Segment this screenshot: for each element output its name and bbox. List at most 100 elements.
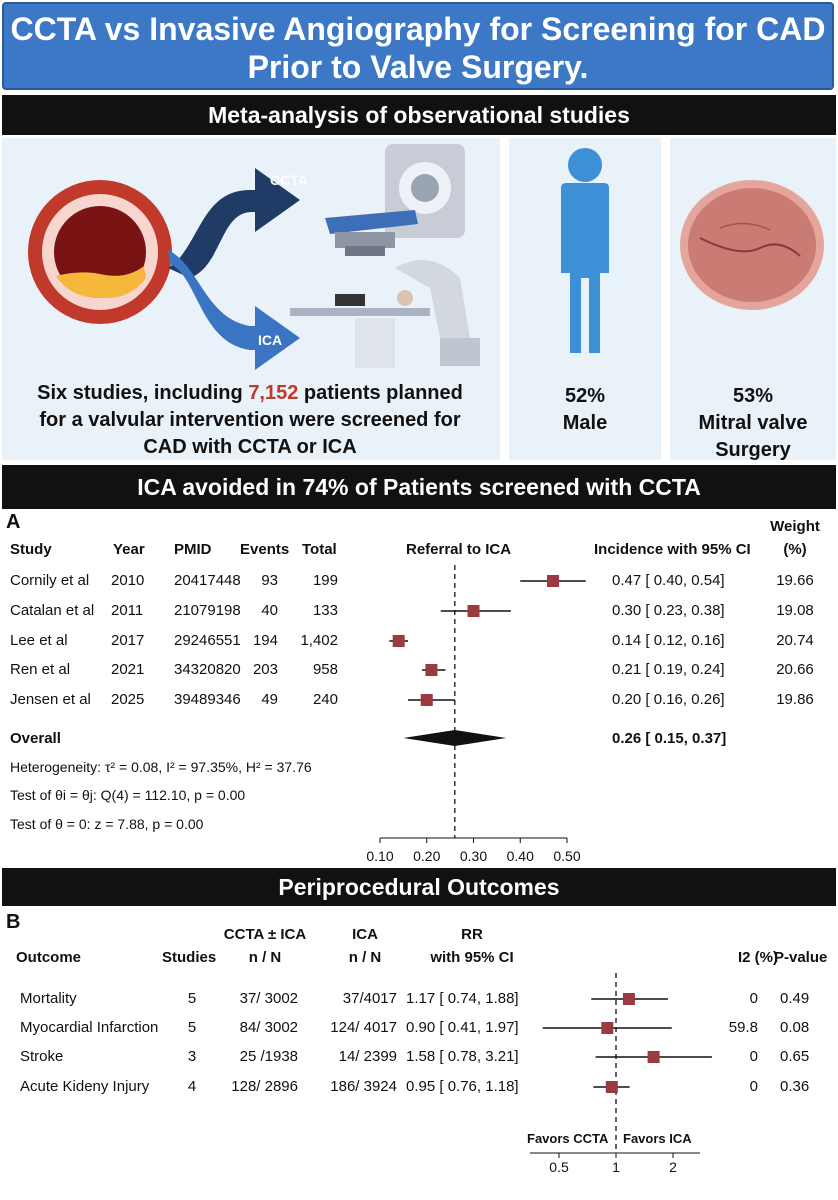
outcome-name: Acute Kideny Injury: [20, 1078, 150, 1095]
study-weight: 20.74: [776, 632, 814, 649]
study-year: 2017: [111, 632, 145, 649]
header-rr-ci: with 95% CI: [430, 949, 514, 966]
outcome-i2: 0: [749, 990, 758, 1007]
outcome-ccta: 25 /1938: [239, 1048, 298, 1065]
banner-meta-analysis: Meta-analysis of observational studies: [2, 95, 836, 135]
header-outcome: Outcome: [16, 949, 82, 966]
study-name: Jensen et al: [10, 691, 91, 708]
study-ci: 0.14 [ 0.12, 0.16]: [612, 632, 725, 649]
banner-ica-avoided: ICA avoided in 74% of Patients screened …: [2, 465, 836, 509]
x-tick-label: 0.20: [413, 848, 440, 864]
person-icon: [561, 148, 609, 353]
outcome-rr: 1.17 [ 0.74, 1.88]: [406, 990, 519, 1007]
overall-ci: 0.26 [ 0.15, 0.37]: [612, 730, 727, 747]
study-pmid: 20417448: [174, 572, 241, 589]
forest-plot-a: 0.10 0.20 0.30 0.40 0.50: [366, 565, 586, 864]
study-weight: 19.66: [776, 572, 814, 589]
stat-mitral-label-2: Surgery: [715, 439, 791, 461]
stat-heterogeneity: Heterogeneity: τ² = 0.08, I² = 97.35%, H…: [10, 759, 312, 775]
stat-z-test: Test of θ = 0: z = 7.88, p = 0.00: [10, 816, 204, 832]
study-name: Ren et al: [10, 661, 71, 678]
header-incidence: Incidence with 95% CI: [594, 541, 751, 558]
study-total: 133: [312, 602, 338, 619]
illustration: CCTA ICA: [28, 144, 824, 370]
study-ci: 0.47 [ 0.40, 0.54]: [612, 572, 725, 589]
header-weight-unit: (%): [783, 541, 807, 558]
header-total: Total: [302, 541, 337, 558]
panel-a-letter: A: [6, 511, 21, 533]
outcome-pvalue: 0.36: [780, 1078, 810, 1095]
outcome-pvalue: 0.49: [780, 990, 810, 1007]
summary-text: Six studies, including 7,152 patients pl…: [37, 382, 463, 458]
patient-count: 7,152: [248, 382, 299, 404]
panel-b-letter: B: [6, 911, 21, 933]
stat-mitral: 53% Mitral valve Surgery: [670, 383, 836, 464]
outcome-i2: 59.8: [728, 1019, 758, 1036]
study-name: Catalan et al: [10, 602, 95, 619]
study-weight: 19.86: [776, 691, 814, 708]
study-pmid: 34320820: [174, 661, 241, 678]
x-tick-label: 0.50: [553, 848, 580, 864]
study-year: 2025: [111, 691, 145, 708]
stat-male: 52% Male: [509, 383, 661, 437]
outcome-marker: [622, 993, 635, 1005]
x-tick-label: 0.40: [507, 848, 534, 864]
header-rr: RR: [461, 926, 483, 943]
cath-lab-icon: [290, 260, 480, 368]
study-total: 199: [312, 572, 338, 589]
outcome-i2: 0: [749, 1078, 758, 1095]
outcome-ccta: 84/ 3002: [239, 1019, 298, 1036]
header-ica: ICA: [352, 926, 378, 943]
header-ccta: CCTA ± ICA: [223, 926, 307, 943]
ica-arrow-icon: [168, 250, 300, 370]
study-pmid: 29246551: [174, 632, 241, 649]
header-events: Events: [240, 541, 290, 558]
header-pvalue: P-value: [774, 949, 828, 966]
outcome-studies: 4: [187, 1078, 197, 1095]
study-events: 40: [261, 602, 278, 619]
banner-periprocedural: Periprocedural Outcomes: [2, 868, 836, 906]
study-name: Cornily et al: [10, 572, 90, 589]
outcome-marker: [605, 1081, 618, 1093]
outcome-pvalue: 0.08: [780, 1019, 810, 1036]
outcome-ica: 124/ 4017: [330, 1019, 397, 1036]
stat-q-test: Test of θi = θj: Q(4) = 112.10, p = 0.00: [10, 787, 246, 803]
study-year: 2011: [111, 602, 144, 619]
outcome-ica: 37/4017: [342, 990, 397, 1007]
study-total: 1,402: [300, 632, 338, 649]
study-events: 203: [252, 661, 278, 678]
outcome-i2: 0: [749, 1048, 758, 1065]
stat-male-label: Male: [562, 412, 608, 434]
x-tick-label: 0.30: [460, 848, 487, 864]
header-study: Study: [10, 541, 52, 558]
ccta-arrow-icon: [168, 168, 300, 278]
overall-diamond: [403, 730, 507, 746]
favors-ica: Favors ICA: [623, 1131, 692, 1146]
header-studies: Studies: [162, 949, 217, 966]
header-year: Year: [113, 541, 145, 558]
stat-mitral-value: 53%: [732, 385, 774, 407]
outcome-name: Myocardial Infarction: [20, 1019, 159, 1036]
outcome-ccta: 37/ 3002: [239, 990, 298, 1007]
study-events: 49: [261, 691, 278, 708]
outcome-rr: 1.58 [ 0.78, 3.21]: [406, 1048, 519, 1065]
ica-arrow-label: ICA: [258, 332, 282, 348]
outcome-name: Stroke: [20, 1048, 64, 1065]
study-events: 194: [252, 632, 278, 649]
stat-mitral-label: Mitral valve: [698, 412, 808, 434]
outcome-ica: 14/ 2399: [338, 1048, 397, 1065]
study-marker: [425, 664, 438, 676]
x-tick-label: 1: [612, 1159, 620, 1175]
study-weight: 20.66: [776, 661, 814, 678]
study-ci: 0.30 [ 0.23, 0.38]: [612, 602, 725, 619]
ct-scanner-icon: [325, 144, 465, 256]
main-title: CCTA vs Invasive Angiography for Screeni…: [10, 11, 826, 85]
artery-icon: [28, 180, 172, 324]
x-tick-label: 0.10: [366, 848, 393, 864]
favors-ccta: Favors CCTA: [527, 1131, 609, 1146]
study-name: Lee et al: [10, 632, 68, 649]
study-ci: 0.20 [ 0.16, 0.26]: [612, 691, 725, 708]
x-tick-label: 2: [669, 1159, 677, 1175]
header-i2: I2 (%): [738, 949, 779, 966]
